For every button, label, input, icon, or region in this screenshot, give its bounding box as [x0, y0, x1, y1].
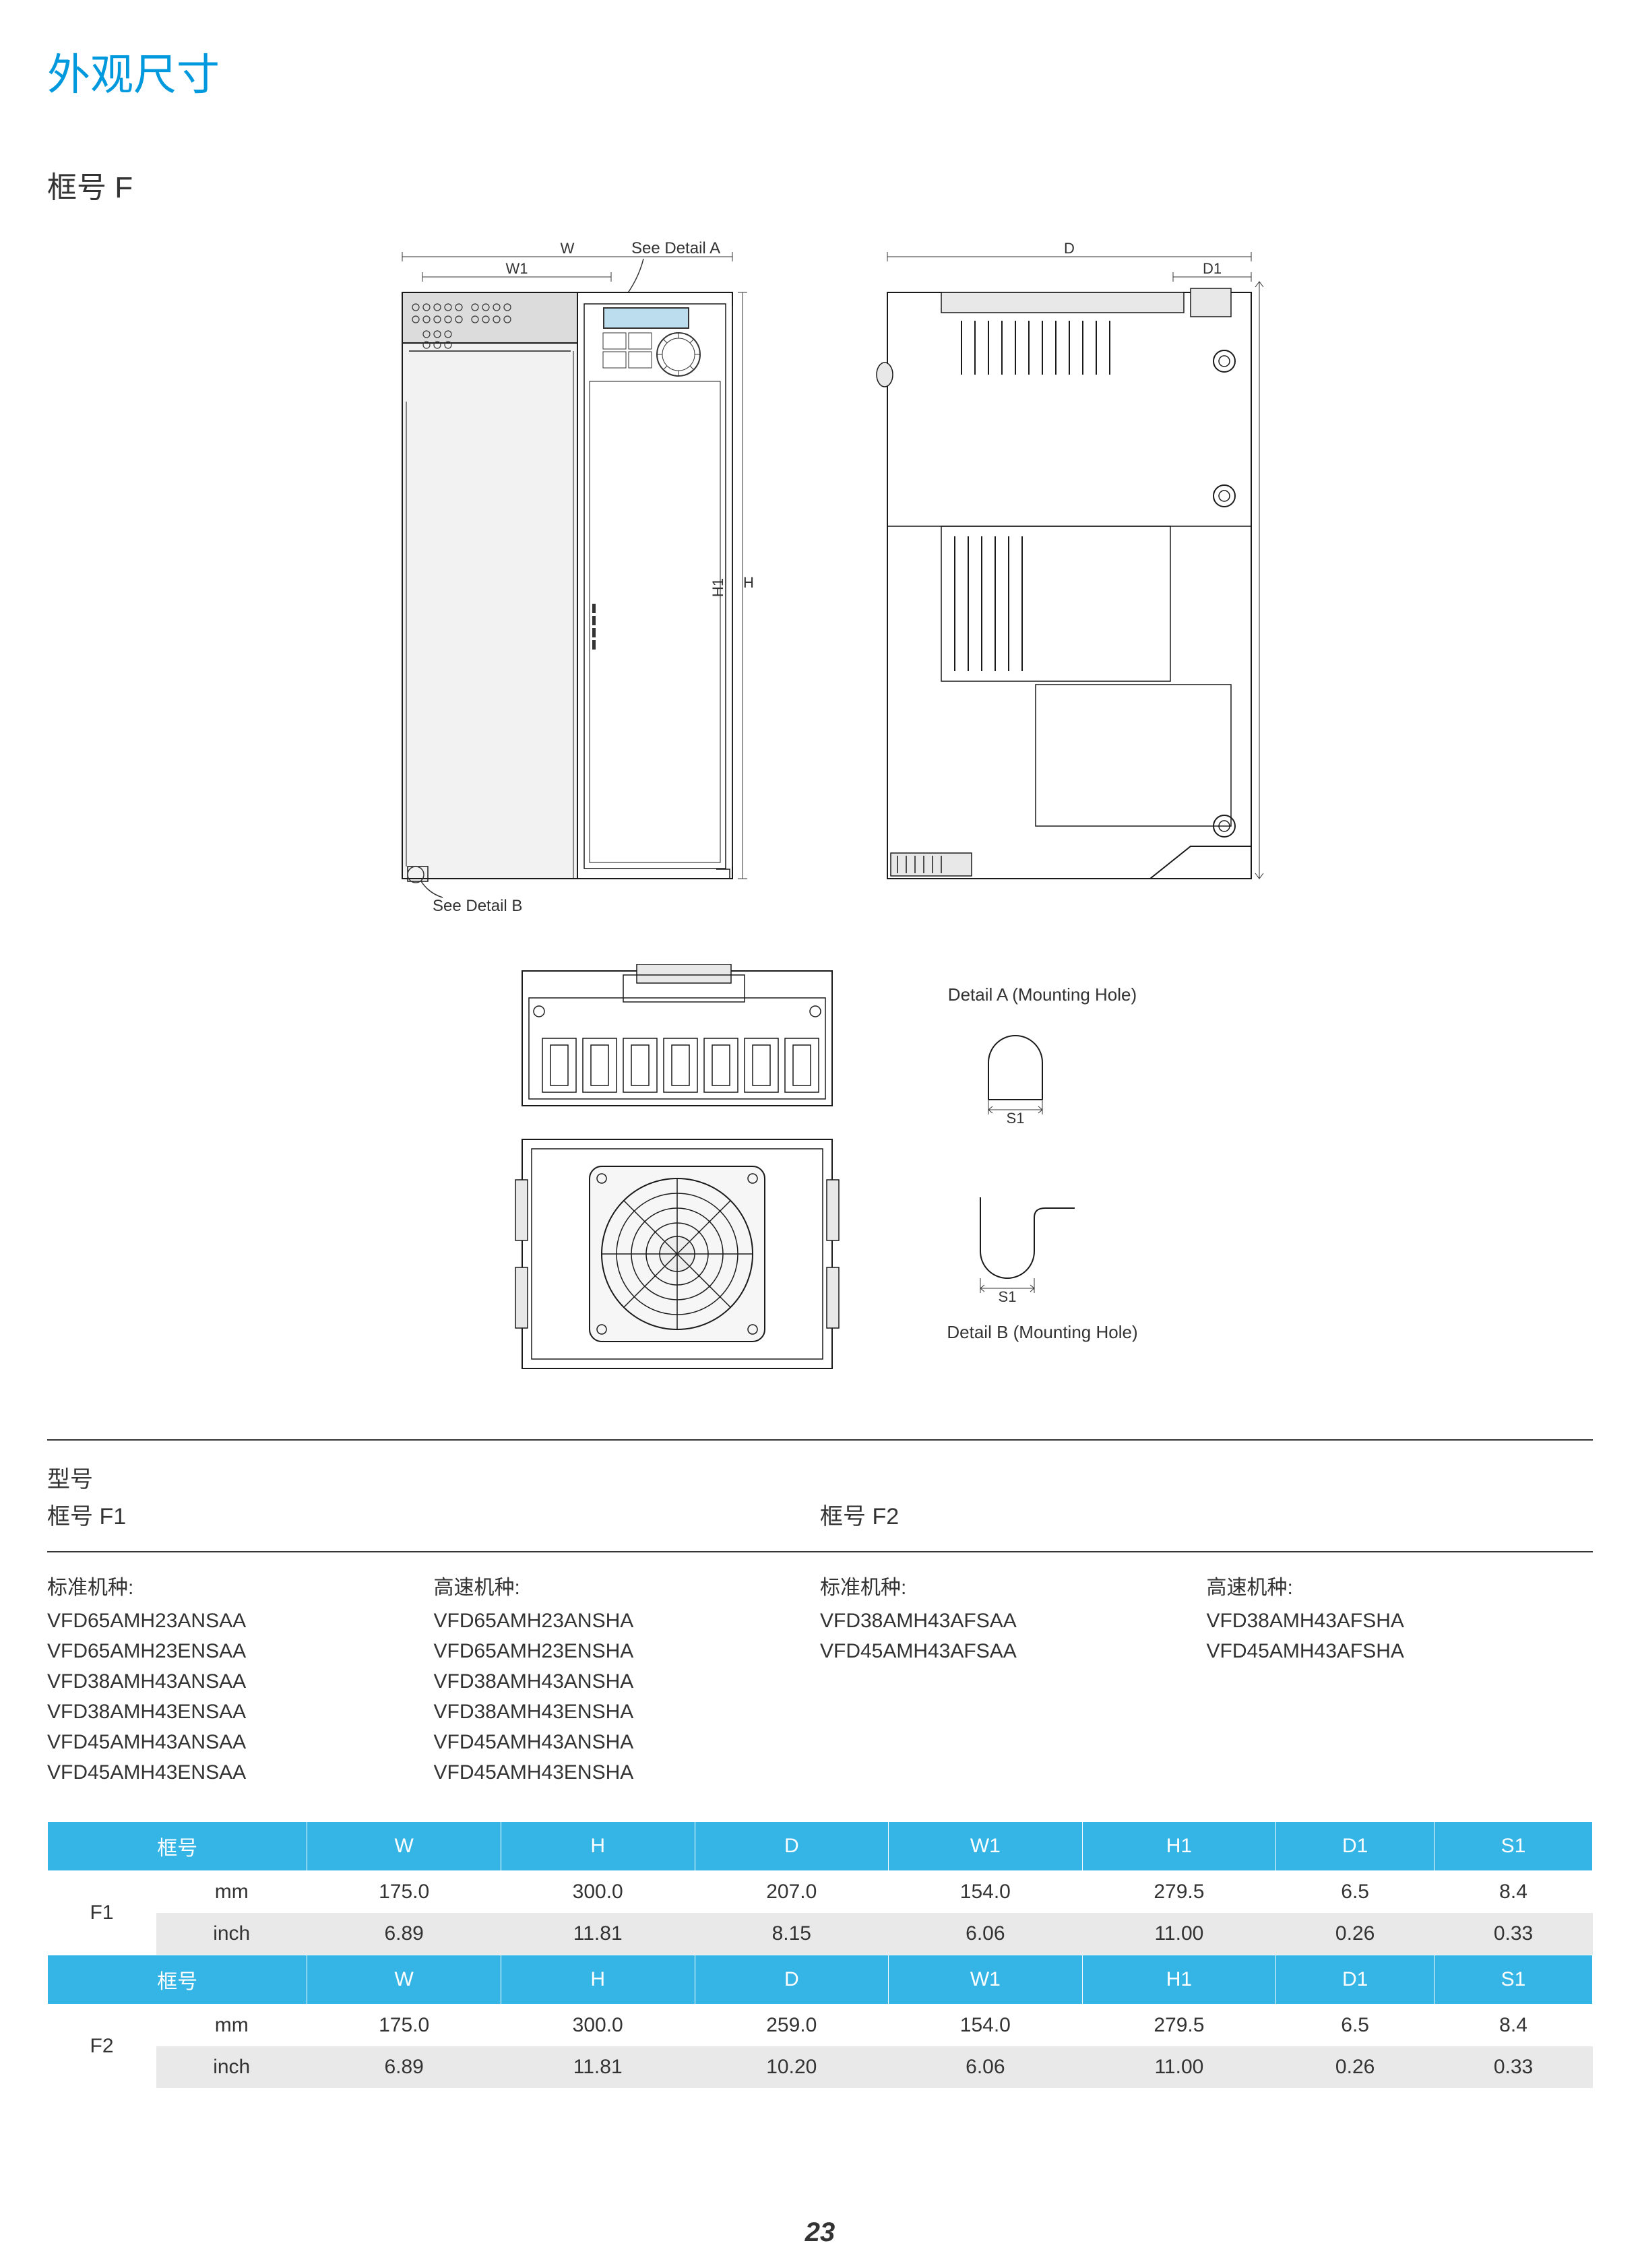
front-view-diagram: W W1 See Detail A [342, 240, 800, 914]
frame-cell: F1 [48, 1871, 156, 1955]
model-number: VFD65AMH23ENSHA [434, 1636, 821, 1666]
divider [47, 1439, 1593, 1441]
model-number: VFD65AMH23ENSAA [47, 1636, 434, 1666]
model-number: VFD38AMH43ANSAA [47, 1666, 434, 1697]
unit-cell: mm [156, 1871, 307, 1914]
page-title: 外观尺寸 [47, 40, 1593, 102]
unit-cell: inch [156, 1913, 307, 1955]
model-number: VFD38AMH43AFSAA [820, 1606, 1207, 1636]
table-header: D1 [1276, 1822, 1434, 1871]
table-header: 框号 [48, 1955, 307, 2005]
page-number: 23 [805, 2217, 835, 2248]
model-number: VFD45AMH43ANSAA [47, 1727, 434, 1757]
detail-a-callout: See Detail A [631, 240, 720, 257]
table-header: H [501, 1822, 695, 1871]
dimensions-table: 框号WHDW1H1D1S1 F1 mm 175.0300.0207.0154.0… [47, 1821, 1593, 2088]
table-header: H [501, 1955, 695, 2005]
std-label: 标准机种: [47, 1573, 434, 1603]
table-header: H1 [1082, 1955, 1276, 2005]
model-number: VFD45AMH43ENSHA [434, 1757, 821, 1788]
table-header: D [695, 1955, 889, 2005]
hs-label: 高速机种: [434, 1573, 821, 1603]
model-list-grid: 标准机种: VFD65AMH23ANSAAVFD65AMH23ENSAAVFD3… [47, 1573, 1593, 1788]
model-number: VFD38AMH43ENSHA [434, 1697, 821, 1727]
dim-d: D [1064, 240, 1075, 257]
table-header: D1 [1276, 1955, 1434, 2005]
table-header: W [307, 1955, 501, 2005]
divider [47, 1551, 1593, 1552]
table-header: S1 [1434, 1955, 1593, 2005]
model-number: VFD45AMH43AFSHA [1207, 1636, 1594, 1666]
dim-d1: D1 [1203, 260, 1222, 277]
detail-a-title: Detail A (Mounting Hole) [948, 984, 1137, 1005]
unit-cell: inch [156, 2046, 307, 2088]
side-view-diagram: D D1 [867, 240, 1298, 917]
unit-cell: mm [156, 2005, 307, 2047]
model-number: VFD65AMH23ANSAA [47, 1606, 434, 1636]
table-header: W1 [889, 1955, 1083, 2005]
detail-b-title: Detail B (Mounting Hole) [947, 1322, 1137, 1343]
table-header: W1 [889, 1822, 1083, 1871]
dim-w1: W1 [506, 260, 528, 277]
mounting-hole-details: Detail A (Mounting Hole) S1 [947, 964, 1137, 1343]
model-number: VFD38AMH43ANSHA [434, 1666, 821, 1697]
dim-h1: H1 [709, 578, 726, 597]
model-number: VFD45AMH43ANSHA [434, 1727, 821, 1757]
detail-b-callout: See Detail B [433, 897, 522, 914]
dim-w: W [561, 240, 575, 257]
frame-f1-label: 框号 F1 [47, 1504, 126, 1530]
model-number: VFD45AMH43ENSAA [47, 1757, 434, 1788]
model-number: VFD65AMH23ANSHA [434, 1606, 821, 1636]
frame-subtitle: 框号 F [47, 163, 1593, 206]
table-header: D [695, 1822, 889, 1871]
table-header: S1 [1434, 1822, 1593, 1871]
model-number: VFD38AMH43AFSHA [1207, 1606, 1594, 1636]
table-header: H1 [1082, 1822, 1276, 1871]
table-header: W [307, 1822, 501, 1871]
frame-cell: F2 [48, 2005, 156, 2089]
dim-h: H [743, 574, 754, 591]
dim-s1-b: S1 [999, 1288, 1017, 1305]
std-label: 标准机种: [820, 1573, 1207, 1603]
model-number: VFD38AMH43ENSAA [47, 1697, 434, 1727]
hs-label: 高速机种: [1207, 1573, 1594, 1603]
model-number: VFD45AMH43AFSAA [820, 1636, 1207, 1666]
model-section-label: 型号 [47, 1461, 1593, 1494]
diagram-area: W W1 See Detail A [47, 240, 1593, 1385]
bottom-views-diagram [502, 964, 852, 1385]
frame-f2-label: 框号 F2 [820, 1504, 899, 1530]
table-header: 框号 [48, 1822, 307, 1871]
dim-s1-a: S1 [1006, 1110, 1024, 1127]
